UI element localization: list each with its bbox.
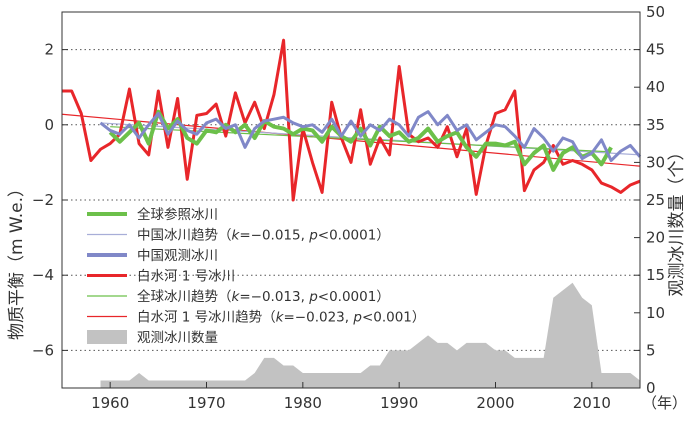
- legend-label-part: 中国冰川趋势（: [137, 228, 232, 244]
- legend-label-part: =−0.023,: [284, 310, 354, 326]
- count-area-layer: [100, 282, 641, 388]
- series-lines-layer: [62, 38, 642, 202]
- y-right-tick-label: 45: [646, 41, 665, 59]
- legend-label-part: p: [352, 310, 362, 326]
- legend-label-part: <0.001）: [362, 310, 425, 326]
- series-global: [108, 109, 613, 172]
- y-right-tick-label: 35: [646, 116, 665, 134]
- x-tick-label: 1960: [91, 394, 129, 412]
- legend-label-part: =−0.013,: [239, 289, 309, 305]
- legend-item-baishui: 白水河 1 号冰川: [87, 269, 235, 285]
- x-tick-label: 2000: [476, 394, 514, 412]
- legend-item-global_trend: 全球冰川趋势（k=−0.013, p<0.0001）: [87, 288, 390, 305]
- x-tick-label: 1990: [380, 394, 418, 412]
- series-count: [100, 282, 641, 388]
- legend-label-part: p: [308, 289, 318, 305]
- y-right-tick-label: 0: [646, 379, 656, 397]
- legend-label: 白水河 1 号冰川: [137, 269, 235, 285]
- y-right-tick-label: 5: [646, 341, 656, 359]
- legend-label-part: 观测冰川数量: [137, 330, 218, 346]
- y-left-tick-label: 0: [44, 116, 54, 134]
- legend-label-part: =−0.015,: [239, 228, 309, 244]
- y-right-tick-label: 30: [646, 153, 665, 171]
- legend-item-china: 中国观测冰川: [87, 248, 218, 264]
- legend-item-china_trend: 中国冰川趋势（k=−0.015, p<0.0001）: [87, 228, 390, 244]
- legend-swatch: [87, 330, 127, 344]
- y-left-tick-label: −6: [32, 341, 54, 359]
- series-baishui: [62, 38, 641, 202]
- legend-label-part: <0.0001）: [318, 228, 390, 244]
- legend-label-part: <0.0001）: [318, 289, 390, 305]
- legend-item-baishui_trend: 白水河 1 号冰川趋势（k=−0.023, p<0.001）: [87, 310, 425, 326]
- y-axis-left-title: 物质平衡（m W.e.）: [7, 180, 27, 340]
- y-right-tick-label: 40: [646, 78, 665, 96]
- x-tick-label: 2010: [573, 394, 611, 412]
- legend-label-part: 全球参照冰川: [137, 206, 218, 223]
- legend-label: 中国冰川趋势（k=−0.015, p<0.0001）: [137, 228, 390, 244]
- x-axis-unit-label: （年）: [642, 394, 687, 412]
- legend-label-part: 白水河 1 号冰川: [137, 269, 235, 285]
- legend-label-part: 全球冰川趋势（: [137, 288, 232, 305]
- y-left-tick-label: 2: [44, 41, 54, 59]
- grid-lines: [62, 49, 640, 351]
- legend-label-part: 白水河 1 号冰川趋势（: [137, 310, 276, 326]
- legend-label: 全球参照冰川: [137, 206, 218, 223]
- tick-labels: 1960 1970 1980 1990 2000 201020−2−4−605101520…: [32, 3, 665, 412]
- x-tick-label: 1980: [284, 394, 322, 412]
- x-tick-label: 1970: [187, 394, 225, 412]
- tick-marks: [62, 11, 640, 389]
- legend-label: 中国观测冰川: [137, 248, 218, 264]
- y-right-tick-label: 10: [646, 304, 665, 322]
- series-china: [99, 110, 642, 163]
- legend-label-part: k: [232, 289, 241, 305]
- legend-label: 观测冰川数量: [137, 330, 218, 346]
- y-right-tick-label: 25: [646, 191, 665, 209]
- legend-label: 白水河 1 号冰川趋势（k=−0.023, p<0.001）: [137, 310, 425, 326]
- y-axis-right-title: 观测冰川数量（个）: [667, 144, 687, 297]
- legend-item-global: 全球参照冰川: [87, 206, 218, 223]
- y-right-tick-label: 20: [646, 229, 665, 247]
- y-right-tick-label: 50: [646, 3, 665, 21]
- legend-label-part: 中国观测冰川: [137, 248, 218, 264]
- y-left-tick-label: −2: [32, 191, 54, 209]
- legend-label-part: k: [232, 228, 241, 244]
- legend-label: 全球冰川趋势（k=−0.013, p<0.0001）: [137, 288, 390, 305]
- y-left-tick-label: −4: [32, 266, 54, 284]
- legend-label-part: k: [276, 310, 285, 326]
- legend-item-count: 观测冰川数量: [87, 330, 218, 346]
- y-right-tick-label: 15: [646, 266, 665, 284]
- legend-label-part: p: [308, 228, 318, 244]
